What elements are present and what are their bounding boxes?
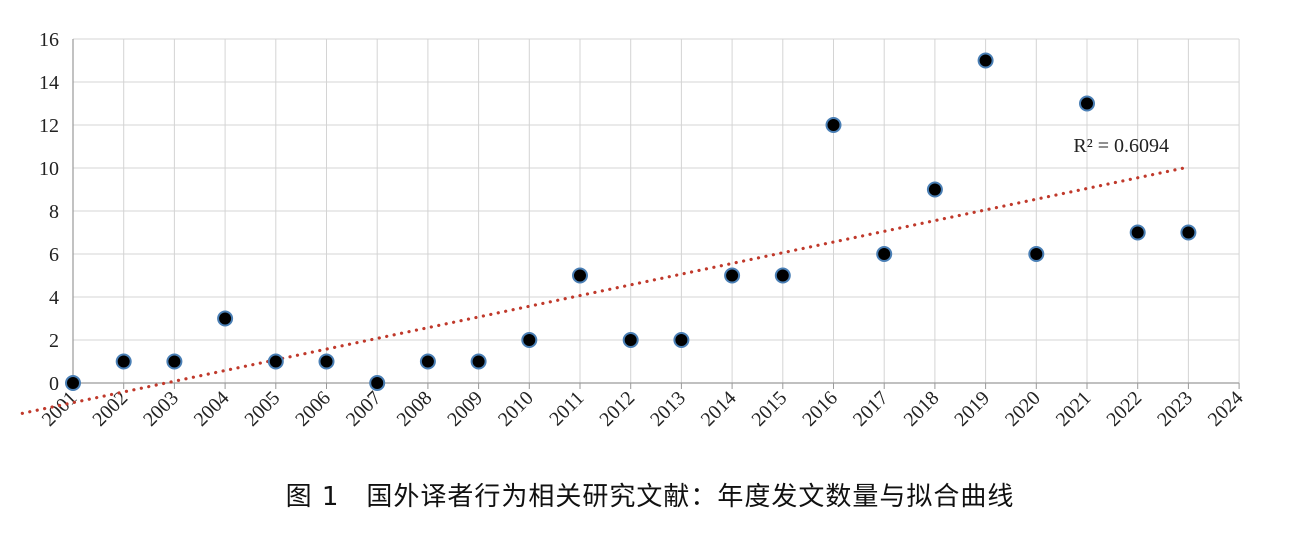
data-point [115,353,132,370]
x-tick-label: 2016 [798,387,842,431]
data-point [217,310,234,327]
data-point [572,267,588,284]
figure-caption: 图 1 国外译者行为相关研究文献：年度发文数量与拟合曲线 [285,482,1015,512]
data-point [65,375,81,391]
x-tick-label: 2015 [747,387,791,431]
x-tick-label: 2014 [697,387,741,431]
x-tick-label: 2004 [190,387,234,431]
x-tick-labels: 2001 2002 2003 2004 2005 2006 2007 2008 2009 2010… [38,387,1248,431]
y-tick-label: 0 [49,373,59,395]
x-tick-label: 2017 [849,387,893,431]
data-point [876,246,893,262]
data-point [369,375,386,391]
grid [72,38,1240,383]
data-point [267,353,284,370]
x-tick-label: 2023 [1153,387,1197,431]
x-tick-label: 2003 [139,387,183,431]
data-point [926,181,943,198]
y-tick-label: 12 [39,115,59,137]
y-tick-labels: 0 2 4 6 8 10 12 14 16 [39,29,59,395]
data-point [977,52,994,69]
axes [72,39,1240,389]
data-point [521,332,538,348]
y-tick-label: 14 [39,72,59,94]
data-point [724,267,741,284]
y-tick-label: 10 [39,158,59,180]
y-tick-label: 2 [49,330,59,352]
x-tick-label: 2018 [900,387,944,431]
x-tick-label: 2010 [494,387,538,431]
x-tick-label: 2024 [1204,387,1248,431]
data-point [1079,95,1095,112]
data-point [470,353,487,370]
data-point [825,117,842,133]
data-point [1180,224,1197,241]
x-tick-label: 2012 [595,387,639,431]
trendline [20,165,1191,415]
data-point [318,353,335,370]
trendline-group [20,165,1191,415]
x-tick-label: 2011 [545,387,588,430]
data-points [65,52,1197,391]
data-point [1129,224,1146,241]
y-tick-label: 8 [49,201,59,223]
data-point [622,332,639,348]
x-tick-label: 2008 [393,387,437,431]
x-tick-label: 2009 [443,387,487,431]
x-tick-label: 2006 [291,387,335,431]
y-tick-label: 4 [49,287,59,309]
x-tick-label: 2021 [1052,387,1096,431]
x-tick-label: 2007 [342,387,386,431]
x-tick-label: 2022 [1102,387,1146,431]
x-tick-label: 2013 [646,387,690,431]
data-point [673,332,690,348]
x-tick-label: 2019 [950,387,994,431]
x-tick-label: 2020 [1001,387,1045,431]
data-point [774,267,791,284]
r-squared-label: R² = 0.6094 [1073,135,1169,157]
data-point [1028,246,1045,262]
x-tick-label: 2005 [240,387,284,431]
data-point [166,353,183,370]
y-tick-label: 6 [49,244,59,266]
scatter-chart: 0 2 4 6 8 10 12 14 16 2001 2002 2003 2004 2005 2006 20… [20,29,1248,431]
data-point [419,353,436,370]
y-tick-label: 16 [39,29,59,51]
